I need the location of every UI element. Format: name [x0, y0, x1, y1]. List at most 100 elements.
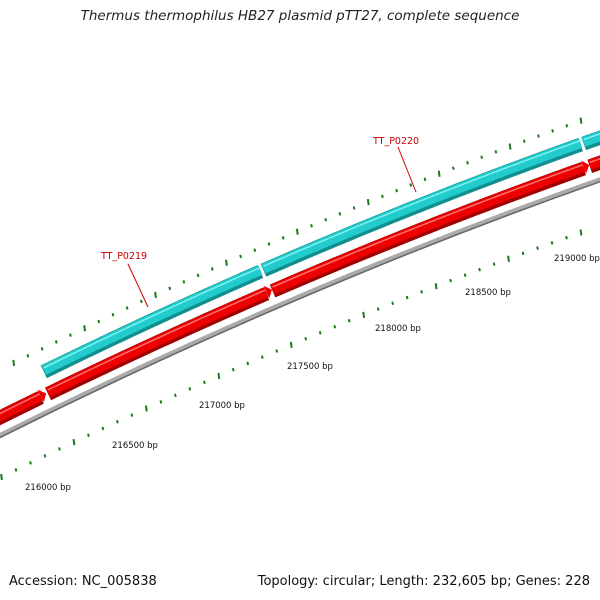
- inner-tick: [43, 454, 47, 458]
- feature-red-4[interactable]: [587, 155, 600, 173]
- inner-tick: [492, 262, 496, 266]
- feature-tracks: [0, 130, 600, 426]
- accession-text: Accession: NC_005838: [9, 574, 157, 589]
- inner-tick: [463, 273, 467, 277]
- outer-tick: [83, 325, 87, 332]
- outer-tick: [295, 228, 299, 235]
- outer-tick: [366, 199, 370, 206]
- outer-tick: [97, 319, 101, 324]
- outer-tick: [139, 299, 143, 304]
- inner-tick: [87, 433, 90, 438]
- outer-tick: [54, 340, 58, 344]
- feature-cyan-3[interactable]: [581, 130, 600, 151]
- outer-tick: [494, 150, 498, 154]
- inner-tick: [579, 229, 583, 236]
- inner-tick: [405, 295, 409, 300]
- outer-tick: [210, 267, 214, 271]
- inner-tick: [536, 246, 539, 250]
- bp-label: 216000 bp: [25, 483, 71, 493]
- inner-tick: [376, 307, 380, 311]
- inner-tick: [507, 255, 510, 262]
- inner-tick: [521, 251, 525, 256]
- inner-tick: [202, 380, 206, 385]
- outer-tick: [409, 183, 413, 187]
- inner-tick: [420, 290, 424, 294]
- outer-tick: [565, 123, 569, 128]
- inner-tick: [101, 426, 105, 431]
- inner-tick: [347, 319, 351, 323]
- outer-tick: [125, 306, 129, 310]
- gene-label-TT_P0220[interactable]: TT_P0220: [372, 136, 419, 147]
- inner-tick: [362, 311, 366, 319]
- outer-tick: [352, 206, 356, 210]
- inner-tick: [318, 330, 322, 335]
- outer-tick: [267, 242, 271, 246]
- inner-tick: [231, 367, 235, 372]
- outer-tick: [12, 359, 16, 366]
- inner-tick: [391, 301, 395, 306]
- feature-red-3[interactable]: [269, 160, 590, 298]
- backbone-line-shadow: [0, 180, 600, 439]
- outer-tick: [522, 139, 526, 144]
- inner-tick: [333, 324, 337, 329]
- bp-label: 219000 bp: [554, 254, 600, 264]
- outer-tick: [451, 166, 455, 170]
- outer-tick: [26, 354, 30, 358]
- inner-tick: [478, 267, 481, 272]
- inner-tick: [14, 468, 18, 472]
- topology-summary: Topology: circular; Length: 232,605 bp; …: [257, 574, 590, 589]
- outer-tick: [69, 333, 72, 337]
- outer-tick: [480, 155, 484, 160]
- inner-tick: [289, 341, 293, 348]
- outer-tick: [281, 236, 285, 240]
- feature-red-1[interactable]: [0, 389, 47, 426]
- bp-label: 218000 bp: [375, 324, 421, 334]
- inner-tick: [550, 241, 554, 245]
- bp-label: 218500 bp: [465, 288, 511, 298]
- inner-tick: [159, 400, 163, 404]
- outer-tick: [40, 347, 44, 351]
- inner-tick: [304, 337, 308, 341]
- outer-tick: [111, 312, 115, 317]
- outer-tick: [423, 177, 427, 182]
- outer-tick: [508, 143, 512, 150]
- outer-tick: [579, 117, 583, 124]
- map-title: Thermus thermophilus HB27 plasmid pTT27,…: [80, 8, 520, 24]
- inner-tick: [72, 438, 76, 446]
- outer-tick: [381, 194, 384, 199]
- gene-label-leader-2: [397, 146, 417, 193]
- inner-tick: [173, 393, 177, 398]
- outer-tick: [437, 170, 441, 177]
- outer-tick: [253, 248, 257, 252]
- inner-tick: [260, 355, 264, 359]
- outer-tick: [466, 160, 469, 165]
- outer-tick: [537, 134, 540, 138]
- tick-marks: [0, 117, 583, 481]
- inner-tick: [565, 235, 568, 240]
- outer-tick: [324, 218, 328, 222]
- inner-tick: [130, 413, 134, 417]
- outer-tick: [154, 291, 157, 298]
- outer-tick: [338, 212, 342, 216]
- gene-label-leader-1: [127, 263, 149, 308]
- feature-cyan-1[interactable]: [40, 265, 264, 379]
- inner-tick: [246, 361, 250, 366]
- inner-tick: [434, 283, 438, 290]
- feature-cyan-2[interactable]: [260, 138, 583, 277]
- inner-tick: [116, 420, 119, 424]
- outer-tick: [551, 129, 555, 133]
- outer-tick: [310, 224, 313, 228]
- inner-tick: [29, 461, 32, 465]
- inner-tick: [275, 349, 279, 353]
- outer-tick: [168, 286, 172, 291]
- inner-tick: [217, 372, 221, 380]
- outer-tick: [395, 188, 398, 193]
- outer-tick: [196, 273, 200, 278]
- feature-red-2[interactable]: [45, 285, 272, 401]
- inner-tick: [449, 278, 452, 283]
- inner-tick: [188, 387, 192, 391]
- bp-label: 217000 bp: [199, 401, 245, 411]
- inner-tick: [0, 473, 3, 481]
- gene-label-TT_P0219[interactable]: TT_P0219: [100, 251, 147, 262]
